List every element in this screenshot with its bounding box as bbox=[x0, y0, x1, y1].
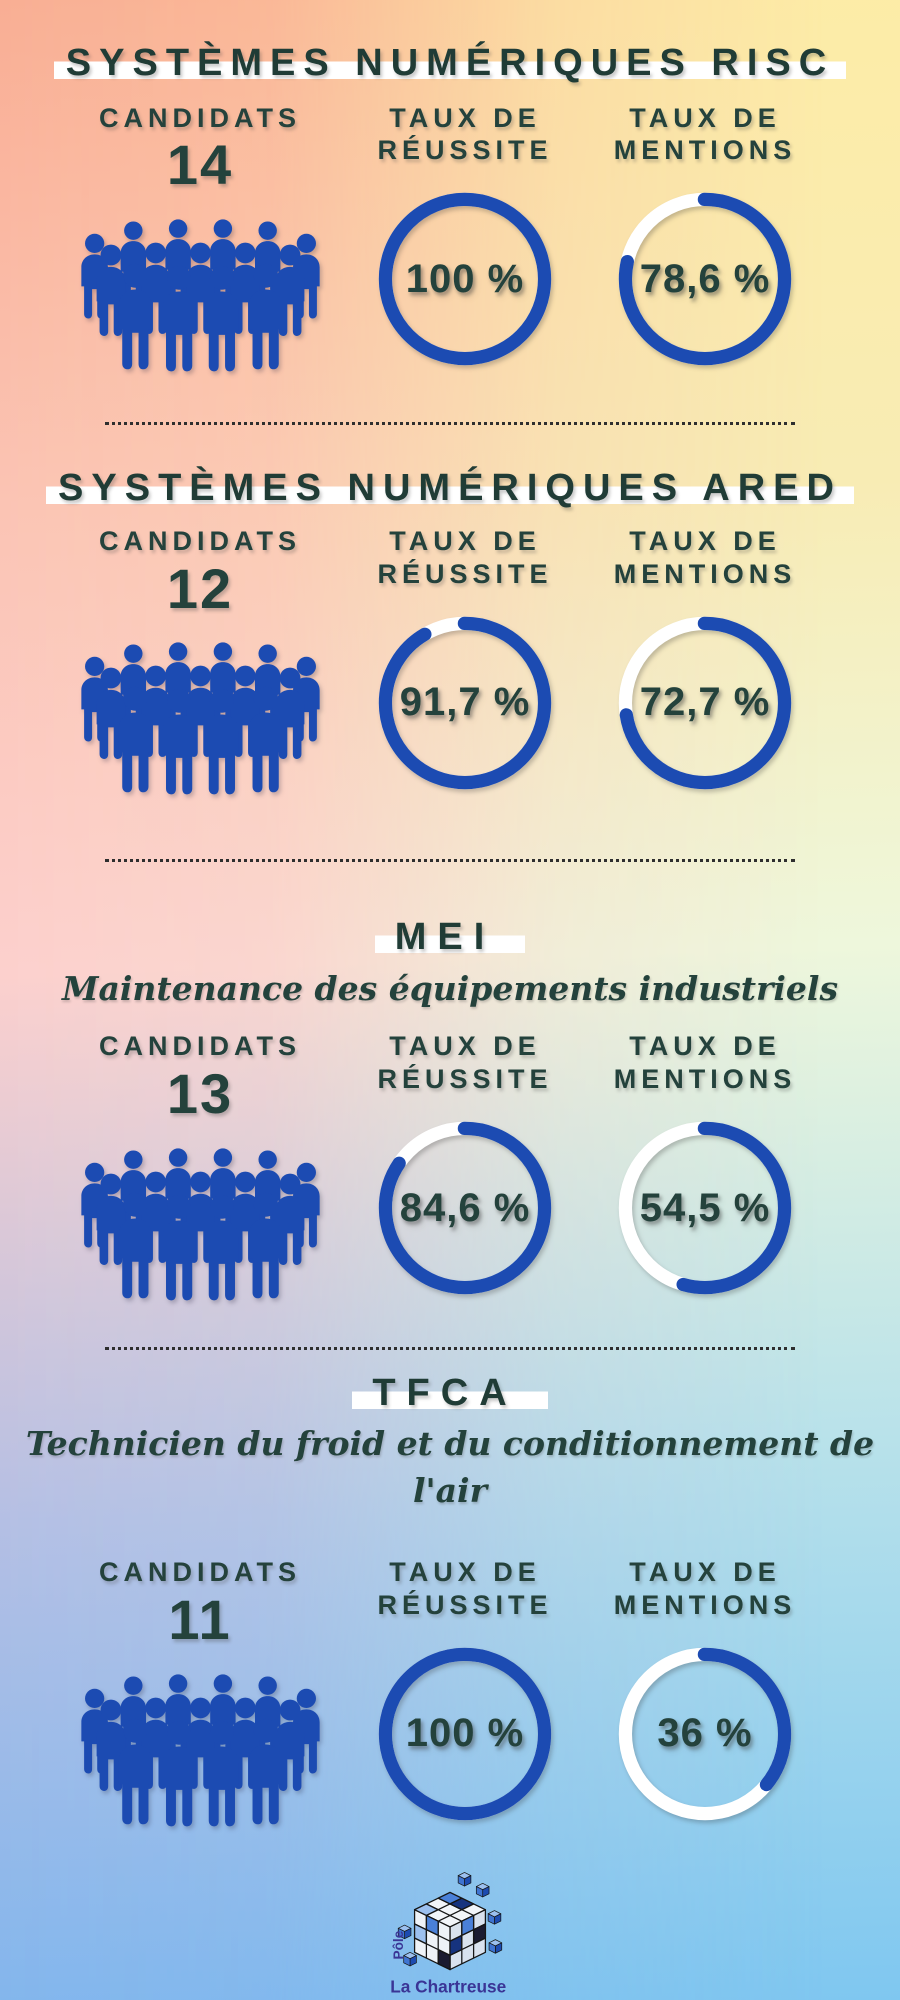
mentions-value: 54,5 % bbox=[639, 1185, 771, 1230]
success-label: TAUX DE RÉUSSITE bbox=[377, 102, 553, 166]
mentions-label: TAUX DE MENTIONS bbox=[613, 525, 797, 589]
dotted-divider bbox=[105, 859, 795, 863]
crowd-icon bbox=[58, 628, 343, 799]
logo-name-text: La Chartreuse bbox=[390, 1976, 506, 1996]
mentions-value: 72,7 % bbox=[639, 680, 771, 725]
section-sn-ared: SYSTÈMES NUMÉRIQUES ARED CANDIDATS 12 TA… bbox=[0, 465, 900, 799]
success-column: TAUX DE RÉUSSITE 84,6 % bbox=[345, 1030, 585, 1298]
success-column: TAUX DE RÉUSSITE 100 % bbox=[345, 102, 585, 370]
success-value: 91,7 % bbox=[399, 680, 531, 725]
mentions-value: 78,6 % bbox=[639, 256, 771, 301]
mentions-value: 36 % bbox=[657, 1711, 753, 1756]
section-subtitle: Maintenance des équipements industriels bbox=[61, 968, 839, 1008]
section-title: MEI bbox=[0, 914, 900, 962]
success-label: TAUX DE RÉUSSITE bbox=[377, 1556, 553, 1620]
section-subtitle: Technicien du froid et du conditionnemen… bbox=[25, 1424, 875, 1510]
success-value: 100 % bbox=[405, 256, 525, 301]
success-label: TAUX DE RÉUSSITE bbox=[377, 1031, 553, 1095]
logo-pole-text: Pôle bbox=[391, 1930, 406, 1959]
success-donut-chart: 100 % bbox=[375, 1644, 555, 1824]
title-highlight: SYSTÈMES NUMÉRIQUES ARED bbox=[46, 467, 854, 510]
candidates-label: CANDIDATS bbox=[99, 102, 301, 133]
logo-cube-icon: Pôle La Chartreuse bbox=[390, 1871, 506, 1996]
success-column: TAUX DE RÉUSSITE 91,7 % bbox=[345, 525, 585, 793]
success-column: TAUX DE RÉUSSITE 100 % bbox=[345, 1556, 585, 1824]
mentions-column: TAUX DE MENTIONS 54,5 % bbox=[585, 1030, 825, 1298]
candidates-column: CANDIDATS 14 bbox=[55, 102, 345, 377]
candidates-count: 13 bbox=[166, 1062, 234, 1126]
mentions-column: TAUX DE MENTIONS 78,6 % bbox=[585, 102, 825, 370]
candidates-label: CANDIDATS bbox=[99, 1031, 301, 1062]
stats-row: CANDIDATS 11 TAUX DE RÉUSSITE 100 % bbox=[55, 1556, 900, 1831]
section-tfca: TFCA Technicien du froid et du condition… bbox=[0, 1370, 900, 1831]
footer-logo: Pôle La Chartreuse bbox=[355, 1867, 545, 2000]
mentions-column: TAUX DE MENTIONS 36 % bbox=[585, 1556, 825, 1824]
mentions-column: TAUX DE MENTIONS 72,7 % bbox=[585, 525, 825, 793]
stats-row: CANDIDATS 12 TAUX DE RÉUSSITE 91,7 % bbox=[55, 525, 900, 800]
crowd-icon bbox=[58, 1134, 343, 1305]
title-highlight: SYSTÈMES NUMÉRIQUES RISC bbox=[53, 42, 847, 84]
candidates-column: CANDIDATS 11 bbox=[55, 1556, 345, 1831]
section-sn-risc: SYSTÈMES NUMÉRIQUES RISC CANDIDATS 14 TA… bbox=[0, 40, 900, 376]
candidates-column: CANDIDATS 13 bbox=[55, 1030, 345, 1305]
mentions-donut-chart: 78,6 % bbox=[615, 189, 795, 369]
mentions-donut-chart: 54,5 % bbox=[615, 1118, 795, 1298]
candidates-count: 12 bbox=[166, 556, 234, 620]
candidates-count: 11 bbox=[168, 1587, 232, 1651]
mentions-label: TAUX DE MENTIONS bbox=[613, 1031, 797, 1095]
mentions-label: TAUX DE MENTIONS bbox=[613, 1556, 797, 1620]
section-mei: MEI Maintenance des équipements industri… bbox=[0, 914, 900, 1304]
crowd-icon bbox=[58, 1660, 343, 1831]
crowd-icon bbox=[58, 205, 343, 376]
success-donut-chart: 84,6 % bbox=[375, 1118, 555, 1298]
dotted-divider bbox=[105, 1346, 795, 1350]
section-title: TFCA bbox=[0, 1370, 900, 1418]
candidates-column: CANDIDATS 12 bbox=[55, 525, 345, 800]
stats-row: CANDIDATS 13 TAUX DE RÉUSSITE 84,6 % bbox=[55, 1030, 900, 1305]
candidates-count: 14 bbox=[166, 133, 234, 197]
success-donut-chart: 91,7 % bbox=[375, 613, 555, 793]
title-highlight: MEI bbox=[374, 916, 526, 959]
section-title: SYSTÈMES NUMÉRIQUES RISC bbox=[0, 40, 900, 88]
success-value: 100 % bbox=[405, 1711, 525, 1756]
success-value: 84,6 % bbox=[399, 1185, 531, 1230]
mentions-donut-chart: 72,7 % bbox=[615, 613, 795, 793]
mentions-donut-chart: 36 % bbox=[615, 1644, 795, 1824]
title-highlight: TFCA bbox=[352, 1371, 548, 1414]
success-donut-chart: 100 % bbox=[375, 189, 555, 369]
candidates-label: CANDIDATS bbox=[99, 1556, 301, 1587]
stats-row: CANDIDATS 14 TAUX DE RÉUSSITE 100 % bbox=[55, 102, 900, 377]
success-label: TAUX DE RÉUSSITE bbox=[377, 525, 553, 589]
dotted-divider bbox=[105, 422, 795, 426]
section-title: SYSTÈMES NUMÉRIQUES ARED bbox=[0, 465, 900, 513]
candidates-label: CANDIDATS bbox=[99, 525, 301, 556]
mentions-label: TAUX DE MENTIONS bbox=[613, 102, 797, 166]
